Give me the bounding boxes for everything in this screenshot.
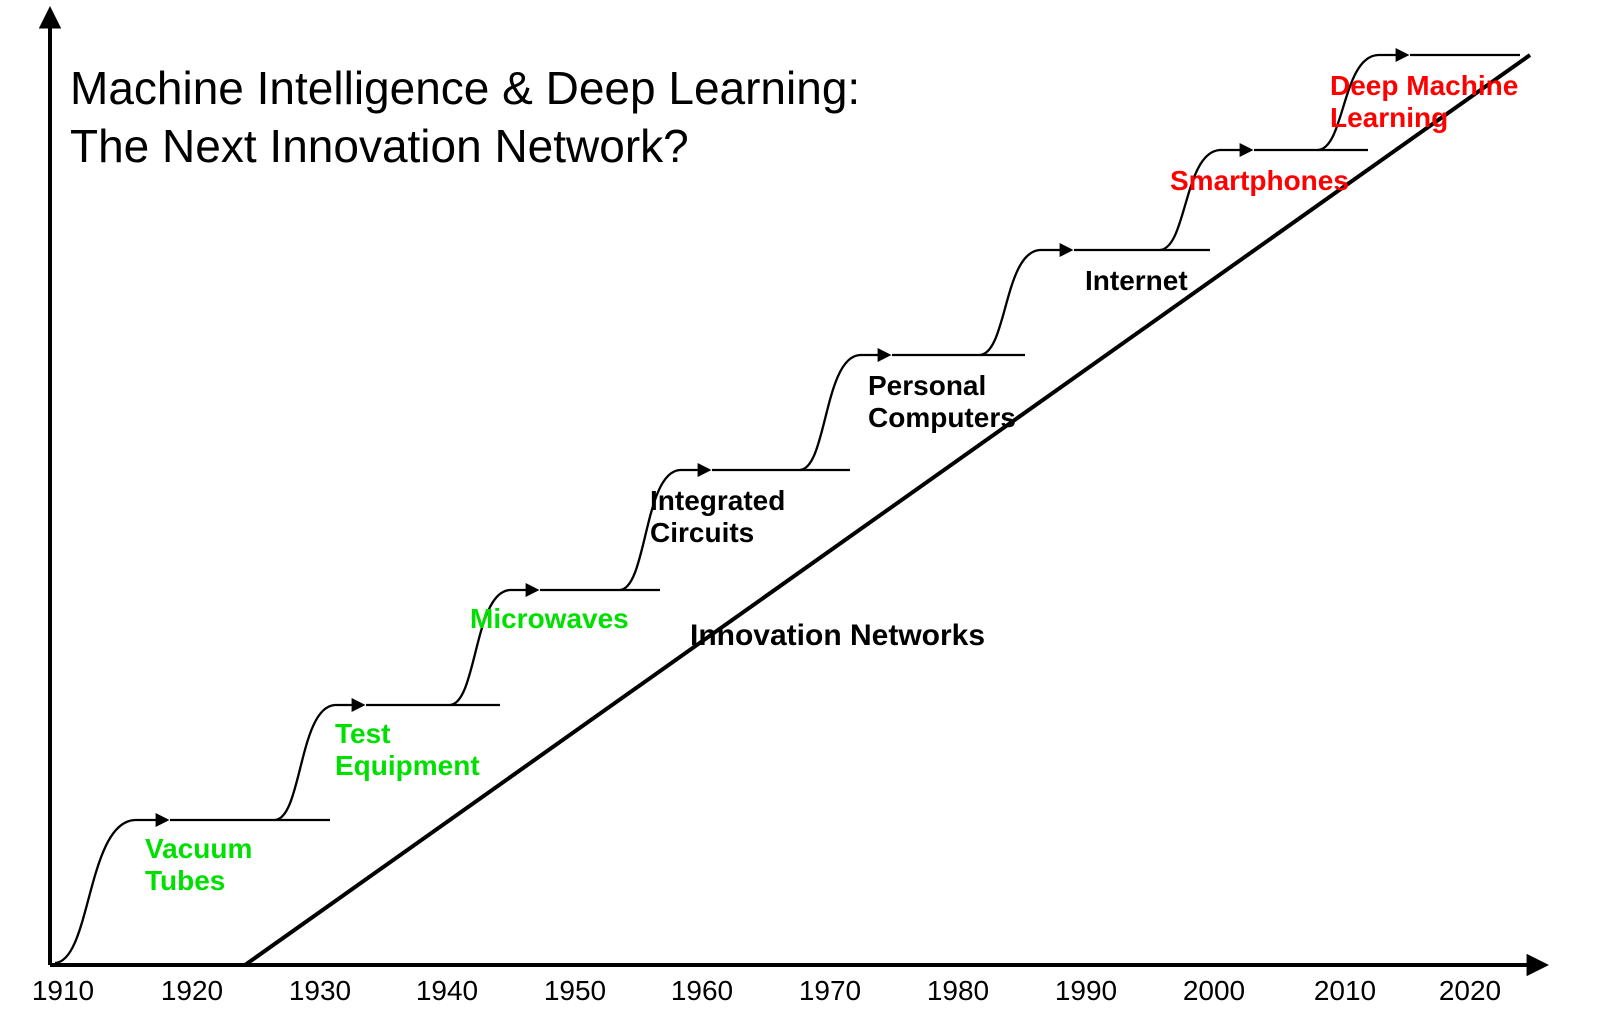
step-smartphones: Smartphones	[1160, 150, 1368, 250]
x-tick-label: 1950	[544, 975, 606, 1006]
step-integrated-circuits: IntegratedCircuits	[620, 470, 850, 590]
step-label: PersonalComputers	[868, 370, 1016, 433]
title-line1: Machine Intelligence & Deep Learning:	[70, 62, 860, 114]
x-tick-label: 2010	[1314, 975, 1376, 1006]
x-tick-label: 1980	[927, 975, 989, 1006]
x-tick-label: 1930	[289, 975, 351, 1006]
x-tick-label: 2020	[1439, 975, 1501, 1006]
x-tick-label: 1920	[161, 975, 223, 1006]
x-tick-label: 1960	[671, 975, 733, 1006]
title-line2: The Next Innovation Network?	[70, 120, 689, 172]
step-curve	[980, 250, 1068, 355]
x-tick-label: 1990	[1055, 975, 1117, 1006]
step-label: IntegratedCircuits	[650, 485, 785, 548]
step-vacuum-tubes: VacuumTubes	[55, 820, 330, 963]
chart-title: Machine Intelligence & Deep Learning: Th…	[70, 60, 860, 175]
trend-label: Innovation Networks	[690, 619, 985, 652]
step-label: VacuumTubes	[145, 833, 252, 896]
step-label: Deep MachineLearning	[1330, 70, 1518, 133]
step-label: Microwaves	[470, 603, 629, 634]
x-tick-label: 1910	[32, 975, 94, 1006]
step-label: Internet	[1085, 265, 1188, 296]
step-label: Smartphones	[1170, 165, 1349, 196]
step-test-equipment: TestEquipment	[275, 705, 500, 820]
x-tick-label: 1940	[416, 975, 478, 1006]
step-internet: Internet	[980, 250, 1210, 355]
step-personal-computers: PersonalComputers	[800, 355, 1025, 470]
step-microwaves: Microwaves	[450, 590, 660, 705]
x-tick-label: 2000	[1183, 975, 1245, 1006]
x-tick-label: 1970	[799, 975, 861, 1006]
step-label: TestEquipment	[335, 718, 480, 781]
